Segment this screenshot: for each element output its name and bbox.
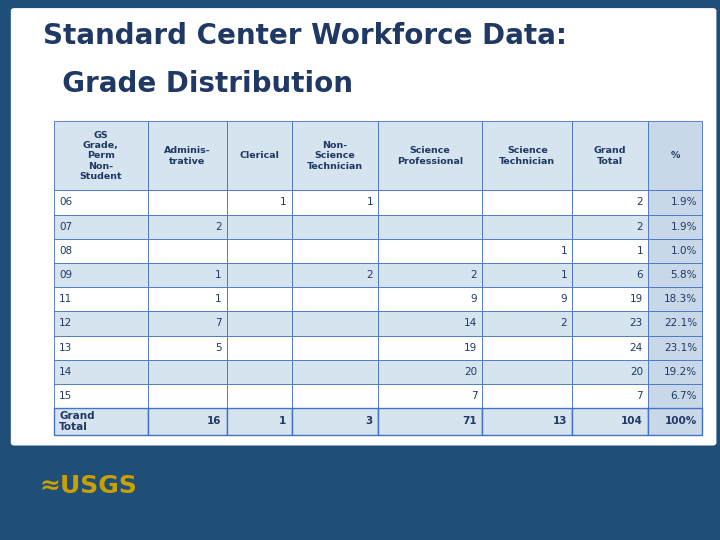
- Text: 23.1%: 23.1%: [664, 342, 697, 353]
- Text: 1.9%: 1.9%: [670, 222, 697, 232]
- Text: 17: 17: [673, 14, 698, 31]
- Text: 2: 2: [636, 198, 643, 207]
- Text: 13: 13: [553, 416, 567, 427]
- Text: 3: 3: [366, 416, 373, 427]
- Text: 2: 2: [636, 222, 643, 232]
- Text: 09: 09: [59, 270, 72, 280]
- Text: 24: 24: [630, 342, 643, 353]
- Text: 1.0%: 1.0%: [670, 246, 697, 256]
- Text: 9: 9: [471, 294, 477, 304]
- Text: 19: 19: [630, 294, 643, 304]
- Text: 71: 71: [463, 416, 477, 427]
- Text: %: %: [670, 151, 680, 160]
- Text: 06: 06: [59, 198, 72, 207]
- Text: Non-
Science
Technician: Non- Science Technician: [307, 141, 363, 171]
- Text: 20: 20: [464, 367, 477, 377]
- Text: Grade Distribution: Grade Distribution: [43, 70, 354, 98]
- Text: 7: 7: [471, 391, 477, 401]
- Text: 18.3%: 18.3%: [664, 294, 697, 304]
- Text: 19.2%: 19.2%: [664, 367, 697, 377]
- Text: 7: 7: [636, 391, 643, 401]
- Text: 104: 104: [621, 416, 643, 427]
- Text: 14: 14: [464, 319, 477, 328]
- Text: Clerical: Clerical: [239, 151, 279, 160]
- Text: 2: 2: [215, 222, 222, 232]
- Text: Adminis-
trative: Adminis- trative: [164, 146, 210, 166]
- Text: 100%: 100%: [665, 416, 697, 427]
- Text: 2: 2: [471, 270, 477, 280]
- Text: Grand
Total: Grand Total: [594, 146, 626, 166]
- Text: 1: 1: [366, 198, 373, 207]
- Text: 5: 5: [215, 342, 222, 353]
- Text: 2: 2: [366, 270, 373, 280]
- Text: ≈USGS: ≈USGS: [40, 474, 138, 498]
- Text: Standard Center Workforce Data:: Standard Center Workforce Data:: [43, 22, 567, 50]
- Text: 13: 13: [59, 342, 72, 353]
- Text: 1.9%: 1.9%: [670, 198, 697, 207]
- Text: 1: 1: [279, 416, 287, 427]
- Text: 07: 07: [59, 222, 72, 232]
- Text: 11: 11: [59, 294, 72, 304]
- Text: Science
Professional: Science Professional: [397, 146, 463, 166]
- Text: GS
Grade,
Perm
Non-
Student: GS Grade, Perm Non- Student: [79, 131, 122, 181]
- Text: 6: 6: [636, 270, 643, 280]
- Text: 6.7%: 6.7%: [670, 391, 697, 401]
- Text: 19: 19: [464, 342, 477, 353]
- Text: 1: 1: [215, 294, 222, 304]
- Text: 1: 1: [215, 270, 222, 280]
- Text: 23: 23: [630, 319, 643, 328]
- Text: Science
Technician: Science Technician: [500, 146, 555, 166]
- Text: 7: 7: [215, 319, 222, 328]
- Text: 14: 14: [59, 367, 72, 377]
- Text: 20: 20: [630, 367, 643, 377]
- Text: 1: 1: [561, 246, 567, 256]
- Text: 1: 1: [280, 198, 287, 207]
- Text: 16: 16: [207, 416, 222, 427]
- Text: 15: 15: [59, 391, 72, 401]
- Text: 1: 1: [561, 270, 567, 280]
- Text: 1: 1: [636, 246, 643, 256]
- Text: 22.1%: 22.1%: [664, 319, 697, 328]
- Text: 12: 12: [59, 319, 72, 328]
- Text: 9: 9: [561, 294, 567, 304]
- Text: 5.8%: 5.8%: [670, 270, 697, 280]
- Text: 08: 08: [59, 246, 72, 256]
- Text: 2: 2: [561, 319, 567, 328]
- Text: Grand
Total: Grand Total: [59, 410, 94, 432]
